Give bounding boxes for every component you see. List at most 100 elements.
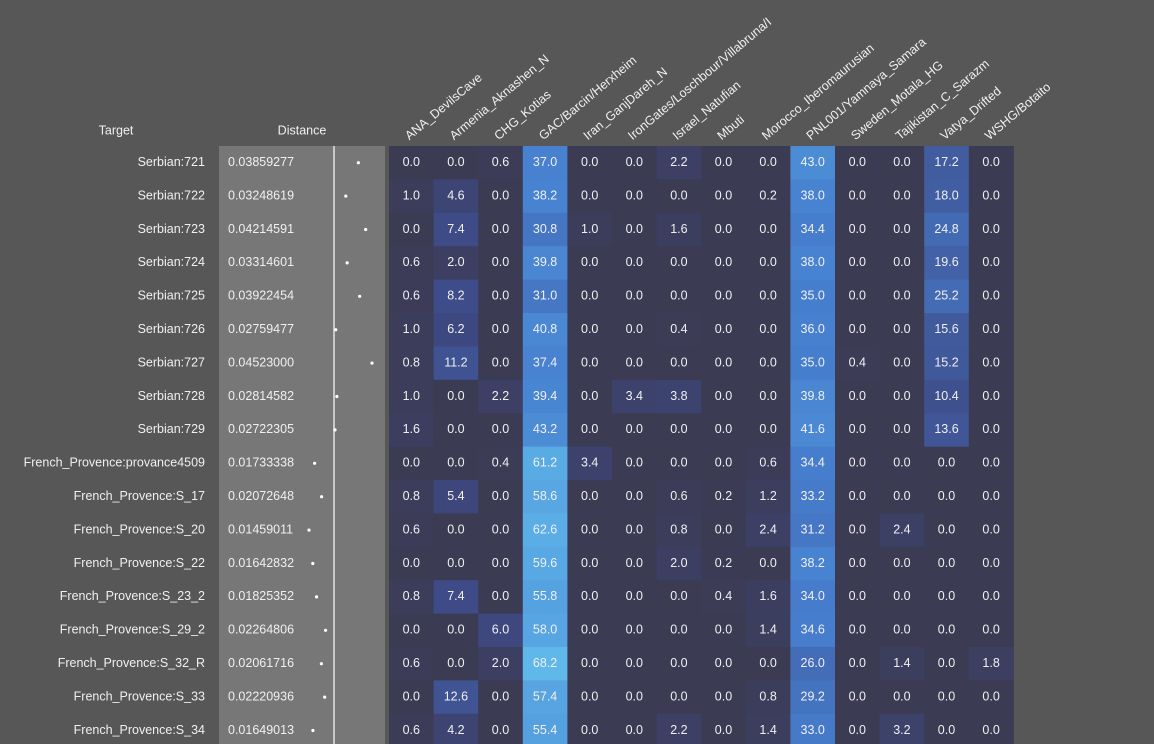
distance-column-background (219, 146, 385, 744)
cell-value: 0.0 (893, 422, 910, 436)
cell-value: 39.4 (533, 389, 557, 403)
target-label: Serbian:728 (138, 389, 205, 403)
heat-cell (656, 647, 702, 681)
distance-dot (364, 227, 368, 232)
heat-cell (790, 179, 836, 214)
heat-cell (612, 346, 658, 381)
heat-cell (701, 379, 747, 414)
cell-value: 0.0 (715, 689, 732, 703)
heat-cell (389, 513, 435, 548)
heat-cell (790, 246, 836, 281)
cell-value: 1.6 (759, 589, 776, 603)
heat-cell (790, 212, 836, 247)
cell-value: 0.0 (849, 589, 866, 603)
heat-cell (389, 647, 435, 681)
cell-value: 0.0 (849, 222, 866, 236)
heat-cell (968, 313, 1014, 347)
cell-value: 13.6 (934, 422, 958, 436)
cell-value: 0.0 (893, 255, 910, 269)
cell-value: 0.0 (492, 489, 509, 503)
cell-value: 0.0 (715, 188, 732, 202)
cell-value: 0.0 (982, 255, 999, 269)
distance-dot (307, 528, 311, 532)
cell-value: 0.0 (492, 522, 509, 536)
heat-cell (745, 246, 791, 281)
cell-value: 0.0 (893, 355, 910, 369)
cell-value: 0.0 (581, 155, 598, 169)
cell-value: 31.0 (533, 289, 557, 303)
cell-value: 0.8 (403, 489, 420, 503)
heat-cell (790, 146, 836, 180)
heat-cell (522, 446, 568, 481)
heat-cell (656, 680, 702, 715)
cell-value: 0.0 (626, 456, 643, 470)
cell-value: 38.0 (801, 255, 825, 269)
heat-cell (389, 146, 435, 180)
heat-cell (567, 179, 613, 214)
heat-cell (389, 179, 435, 214)
heat-cell (968, 212, 1014, 247)
heat-cell (478, 580, 524, 615)
cell-value: 0.0 (849, 456, 866, 470)
cell-value: 0.0 (626, 689, 643, 703)
cell-value: 0.0 (982, 623, 999, 637)
heat-cell (612, 146, 658, 180)
heat-cell (835, 446, 881, 481)
heat-cell (612, 513, 658, 548)
heat-cell (389, 313, 435, 347)
cell-value: 0.4 (670, 322, 687, 336)
heat-cell (389, 480, 435, 514)
heat-cell (389, 546, 435, 581)
heat-cell (522, 179, 568, 214)
cell-value: 1.0 (403, 389, 420, 403)
heat-cell (745, 413, 791, 448)
heat-cell (433, 413, 479, 448)
heat-cell (433, 179, 479, 214)
cell-value: 0.0 (982, 355, 999, 369)
heat-cell (701, 480, 747, 514)
cell-value: 43.2 (533, 422, 557, 436)
heat-cell (701, 279, 747, 314)
cell-value: 33.2 (801, 489, 825, 503)
heat-cell (612, 413, 658, 448)
cell-value: 0.0 (938, 556, 955, 570)
cell-value: 0.8 (759, 689, 776, 703)
heat-cell (389, 246, 435, 281)
heat-cell (522, 580, 568, 615)
distance-value: 0.02759477 (228, 322, 294, 336)
heat-cell (478, 480, 524, 514)
target-label: Serbian:721 (138, 155, 205, 169)
heat-cell (433, 546, 479, 581)
heat-cell (522, 513, 568, 548)
cell-value: 0.0 (982, 155, 999, 169)
cell-value: 0.0 (403, 689, 420, 703)
cell-value: 0.0 (982, 723, 999, 737)
cell-value: 37.4 (533, 355, 557, 369)
cell-value: 4.2 (447, 723, 464, 737)
cell-value: 43.0 (801, 155, 825, 169)
cell-value: 0.0 (670, 623, 687, 637)
heat-cell (478, 212, 524, 247)
target-label: French_Provence:S_23_2 (60, 589, 205, 603)
heat-cell (433, 246, 479, 281)
heat-cell (612, 680, 658, 715)
heat-cell (433, 647, 479, 681)
cell-value: 0.0 (492, 255, 509, 269)
column-header: ANA_DevilsCave (402, 70, 484, 142)
cell-value: 0.0 (759, 222, 776, 236)
heat-cell (522, 546, 568, 581)
heat-cell (968, 346, 1014, 381)
cell-value: 0.0 (893, 322, 910, 336)
heat-cell (790, 279, 836, 314)
heat-cell (656, 546, 702, 581)
heat-cell (612, 713, 658, 744)
heat-cell (656, 346, 702, 381)
heat-cell (968, 647, 1014, 681)
cell-value: 18.0 (934, 188, 958, 202)
heat-cell (968, 246, 1014, 281)
cell-value: 0.0 (849, 422, 866, 436)
heat-cell (612, 613, 658, 648)
cell-value: 35.0 (801, 355, 825, 369)
heat-cell (879, 413, 925, 448)
cell-value: 0.6 (492, 155, 509, 169)
